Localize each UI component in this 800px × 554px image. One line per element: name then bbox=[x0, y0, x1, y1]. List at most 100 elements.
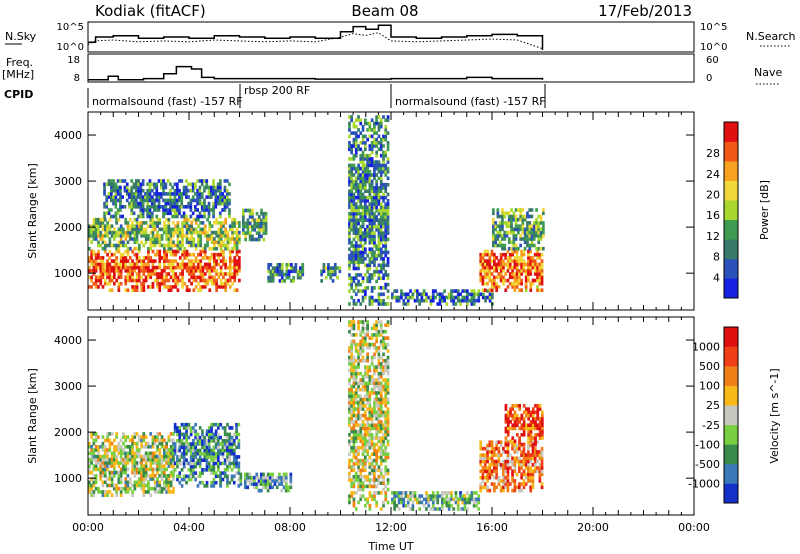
data-cell bbox=[513, 278, 517, 283]
data-cell bbox=[150, 211, 154, 216]
data-cell bbox=[169, 490, 173, 494]
data-cell bbox=[384, 286, 388, 290]
data-cell bbox=[373, 458, 376, 463]
data-cell bbox=[149, 477, 153, 481]
data-cell bbox=[357, 474, 360, 479]
data-cell bbox=[144, 240, 148, 245]
data-cell bbox=[117, 265, 121, 270]
data-cell bbox=[144, 275, 148, 280]
data-cell bbox=[352, 215, 356, 219]
data-cell bbox=[133, 435, 137, 439]
data-cell bbox=[128, 205, 131, 209]
data-cell bbox=[90, 269, 93, 273]
data-cell bbox=[137, 182, 140, 187]
data-cell bbox=[463, 289, 467, 293]
data-cell bbox=[350, 150, 353, 155]
data-cell bbox=[196, 439, 200, 443]
data-cell bbox=[402, 500, 406, 505]
data-cell bbox=[231, 275, 234, 280]
data-cell bbox=[90, 483, 93, 488]
data-cell bbox=[160, 227, 164, 232]
data-cell bbox=[151, 486, 155, 491]
data-cell bbox=[375, 478, 378, 482]
data-cell bbox=[226, 278, 230, 283]
data-cell bbox=[373, 199, 376, 203]
data-cell bbox=[219, 451, 222, 456]
data-cell bbox=[228, 201, 231, 206]
data-cell bbox=[190, 272, 193, 276]
data-cell bbox=[373, 491, 376, 495]
data-cell bbox=[103, 278, 107, 283]
data-cell bbox=[108, 227, 112, 232]
data-cell bbox=[382, 371, 385, 376]
data-cell bbox=[190, 269, 193, 273]
data-cell bbox=[165, 227, 168, 232]
data-cell bbox=[382, 442, 385, 447]
data-cell bbox=[162, 188, 165, 193]
data-cell bbox=[138, 265, 141, 270]
data-cell bbox=[379, 410, 383, 415]
data-cell bbox=[255, 221, 259, 226]
data-cell bbox=[461, 500, 465, 505]
data-cell bbox=[379, 179, 383, 184]
data-cell bbox=[178, 256, 182, 260]
data-cell bbox=[144, 461, 148, 465]
data-cell bbox=[119, 192, 122, 196]
data-cell bbox=[199, 249, 203, 254]
data-cell bbox=[92, 477, 96, 481]
data-cell bbox=[354, 381, 358, 386]
data-cell bbox=[140, 285, 143, 289]
data-cell bbox=[198, 195, 202, 199]
data-cell bbox=[203, 230, 207, 235]
data-cell bbox=[506, 463, 510, 467]
data-cell bbox=[117, 227, 121, 232]
data-cell bbox=[181, 240, 184, 245]
data-cell bbox=[208, 237, 212, 241]
data-cell bbox=[443, 289, 446, 293]
data-cell bbox=[223, 461, 227, 466]
data-cell bbox=[151, 285, 155, 289]
data-cell bbox=[352, 260, 356, 264]
data-cell bbox=[235, 234, 239, 238]
data-cell bbox=[348, 394, 351, 398]
data-cell bbox=[203, 211, 206, 216]
data-cell bbox=[454, 500, 458, 505]
data-cell bbox=[493, 469, 496, 473]
data-cell bbox=[141, 211, 145, 216]
data-cell bbox=[359, 179, 363, 184]
data-cell bbox=[386, 202, 390, 206]
data-cell bbox=[361, 346, 365, 350]
data-cell bbox=[167, 234, 171, 238]
data-cell bbox=[379, 218, 383, 222]
data-cell bbox=[357, 449, 360, 453]
data-cell bbox=[350, 346, 353, 350]
data-cell bbox=[354, 387, 358, 392]
data-cell bbox=[113, 230, 116, 235]
data-cell bbox=[203, 445, 207, 450]
data-cell bbox=[386, 289, 390, 293]
data-cell bbox=[103, 454, 107, 459]
data-cell bbox=[379, 397, 383, 402]
data-cell bbox=[205, 185, 209, 190]
data-cell bbox=[373, 381, 376, 386]
data-cell bbox=[375, 121, 378, 126]
data-cell bbox=[216, 201, 220, 206]
data-cell bbox=[359, 387, 363, 392]
data-cell bbox=[140, 470, 143, 475]
data-cell bbox=[361, 445, 365, 450]
data-cell bbox=[97, 256, 100, 260]
data-cell bbox=[158, 237, 162, 241]
data-cell bbox=[156, 275, 159, 280]
data-cell bbox=[117, 448, 121, 452]
data-cell bbox=[366, 199, 369, 203]
data-cell bbox=[333, 266, 337, 270]
data-cell bbox=[169, 182, 172, 187]
data-cell bbox=[208, 269, 212, 273]
data-cell bbox=[348, 323, 351, 327]
data-cell bbox=[101, 457, 105, 462]
data-cell bbox=[219, 480, 222, 485]
data-cell bbox=[94, 221, 98, 225]
data-cell bbox=[505, 211, 509, 216]
data-cell bbox=[201, 246, 205, 251]
